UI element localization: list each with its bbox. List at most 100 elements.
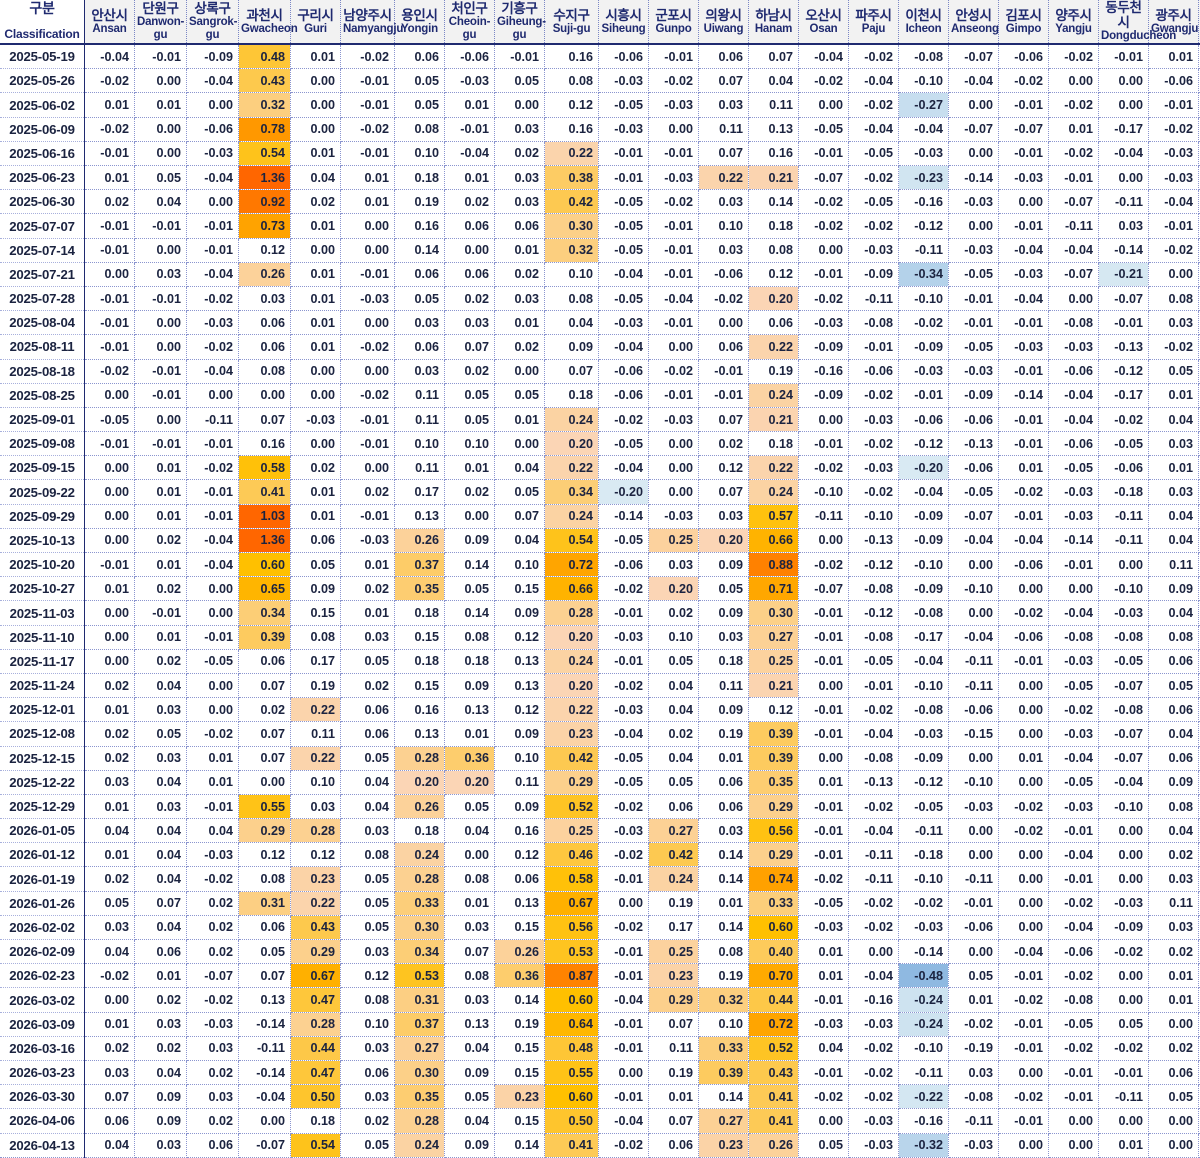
cell-sangrok-gu[interactable]: -0.02 [187,456,239,480]
cell-gwacheon[interactable]: 0.26 [239,262,291,286]
cell-gimpo[interactable]: -0.06 [999,553,1049,577]
cell-icheon[interactable]: -0.11 [899,1060,949,1084]
cell-siheung[interactable]: -0.03 [599,819,649,843]
cell-siheung[interactable]: -0.03 [599,698,649,722]
cell-gwangju[interactable]: 0.04 [1149,504,1199,528]
cell-giheung-gu[interactable]: 0.23 [495,1085,545,1109]
cell-ansan[interactable]: 0.02 [85,1036,135,1060]
cell-namyangju[interactable]: -0.02 [341,117,395,141]
cell-hanam[interactable]: 0.72 [749,1012,799,1036]
cell-gunpo[interactable]: -0.02 [649,69,699,93]
row-date[interactable]: 2025-08-11 [0,335,85,359]
cell-dongducheon[interactable]: -0.17 [1099,117,1149,141]
cell-osan[interactable]: -0.01 [799,601,849,625]
cell-yongin[interactable]: 0.19 [395,190,445,214]
cell-gwacheon[interactable]: 0.00 [239,1109,291,1133]
cell-gunpo[interactable]: -0.01 [649,44,699,69]
cell-siheung[interactable]: -0.03 [599,69,649,93]
cell-cheoin-gu[interactable]: 0.08 [445,964,495,988]
cell-yangju[interactable]: -0.06 [1049,432,1099,456]
cell-yongin[interactable]: 0.30 [395,915,445,939]
cell-osan[interactable]: -0.09 [799,383,849,407]
cell-paju[interactable]: -0.03 [849,1012,899,1036]
cell-giheung-gu[interactable]: 0.09 [495,601,545,625]
cell-ansan[interactable]: 0.07 [85,1085,135,1109]
cell-gwangju[interactable]: 0.05 [1149,359,1199,383]
cell-gunpo[interactable]: -0.01 [649,214,699,238]
cell-danwon-gu[interactable]: -0.01 [135,286,187,310]
cell-osan[interactable]: -0.01 [799,262,849,286]
cell-yangju[interactable]: 0.00 [1049,69,1099,93]
cell-namyangju[interactable]: -0.02 [341,44,395,69]
cell-yangju[interactable]: -0.05 [1049,1012,1099,1036]
cell-cheoin-gu[interactable]: 0.03 [445,311,495,335]
cell-uiwang[interactable]: 0.20 [699,528,749,552]
cell-anseong[interactable]: -0.04 [949,528,999,552]
cell-sangrok-gu[interactable]: -0.01 [187,214,239,238]
cell-hanam[interactable]: 0.13 [749,117,799,141]
cell-yongin[interactable]: 0.28 [395,1109,445,1133]
cell-yangju[interactable]: -0.04 [1049,383,1099,407]
cell-yongin[interactable]: 0.05 [395,286,445,310]
cell-giheung-gu[interactable]: 0.07 [495,504,545,528]
cell-ansan[interactable]: 0.01 [85,698,135,722]
cell-yangju[interactable]: -0.14 [1049,528,1099,552]
cell-anseong[interactable]: -0.09 [949,383,999,407]
cell-gunpo[interactable]: 0.29 [649,988,699,1012]
cell-yangju[interactable]: 0.00 [1049,1109,1099,1133]
cell-ansan[interactable]: 0.01 [85,1012,135,1036]
cell-gwacheon[interactable]: 1.36 [239,528,291,552]
cell-anseong[interactable]: -0.04 [949,69,999,93]
cell-suji-gu[interactable]: 0.53 [545,940,599,964]
cell-icheon[interactable]: -0.09 [899,528,949,552]
cell-paju[interactable]: -0.04 [849,722,899,746]
row-date[interactable]: 2025-06-02 [0,93,85,117]
cell-danwon-gu[interactable]: -0.01 [135,432,187,456]
cell-osan[interactable]: -0.11 [799,504,849,528]
cell-yangju[interactable]: -0.03 [1049,649,1099,673]
cell-guri[interactable]: 0.04 [291,166,341,190]
cell-uiwang[interactable]: 0.03 [699,504,749,528]
cell-gwangju[interactable]: -0.06 [1149,69,1199,93]
cell-gwacheon[interactable]: -0.14 [239,1012,291,1036]
cell-gimpo[interactable]: -0.01 [999,93,1049,117]
cell-sangrok-gu[interactable]: -0.01 [187,504,239,528]
cell-yangju[interactable]: -0.04 [1049,746,1099,770]
cell-hanam[interactable]: 0.43 [749,1060,799,1084]
cell-sangrok-gu[interactable]: -0.04 [187,262,239,286]
cell-sangrok-gu[interactable]: -0.07 [187,964,239,988]
cell-danwon-gu[interactable]: 0.06 [135,940,187,964]
cell-osan[interactable]: -0.01 [799,1060,849,1084]
cell-paju[interactable]: -0.08 [849,311,899,335]
cell-paju[interactable]: -0.16 [849,988,899,1012]
cell-siheung[interactable]: 0.00 [599,1060,649,1084]
cell-dongducheon[interactable]: -0.12 [1099,359,1149,383]
cell-guri[interactable]: 0.02 [291,190,341,214]
cell-ansan[interactable]: 0.00 [85,262,135,286]
cell-sangrok-gu[interactable]: -0.02 [187,722,239,746]
cell-namyangju[interactable]: -0.03 [341,286,395,310]
cell-yongin[interactable]: 0.13 [395,722,445,746]
cell-gunpo[interactable]: 0.02 [649,722,699,746]
cell-icheon[interactable]: -0.24 [899,1012,949,1036]
cell-anseong[interactable]: 0.00 [949,819,999,843]
cell-siheung[interactable]: -0.01 [599,964,649,988]
cell-giheung-gu[interactable]: 0.14 [495,1133,545,1157]
row-date[interactable]: 2026-04-13 [0,1133,85,1157]
cell-gunpo[interactable]: -0.04 [649,286,699,310]
cell-gwangju[interactable]: 0.08 [1149,625,1199,649]
cell-suji-gu[interactable]: 0.87 [545,964,599,988]
cell-gwangju[interactable]: 0.00 [1149,1109,1199,1133]
cell-gunpo[interactable]: -0.01 [649,311,699,335]
cell-uiwang[interactable]: -0.02 [699,286,749,310]
cell-gunpo[interactable]: 0.06 [649,1133,699,1157]
